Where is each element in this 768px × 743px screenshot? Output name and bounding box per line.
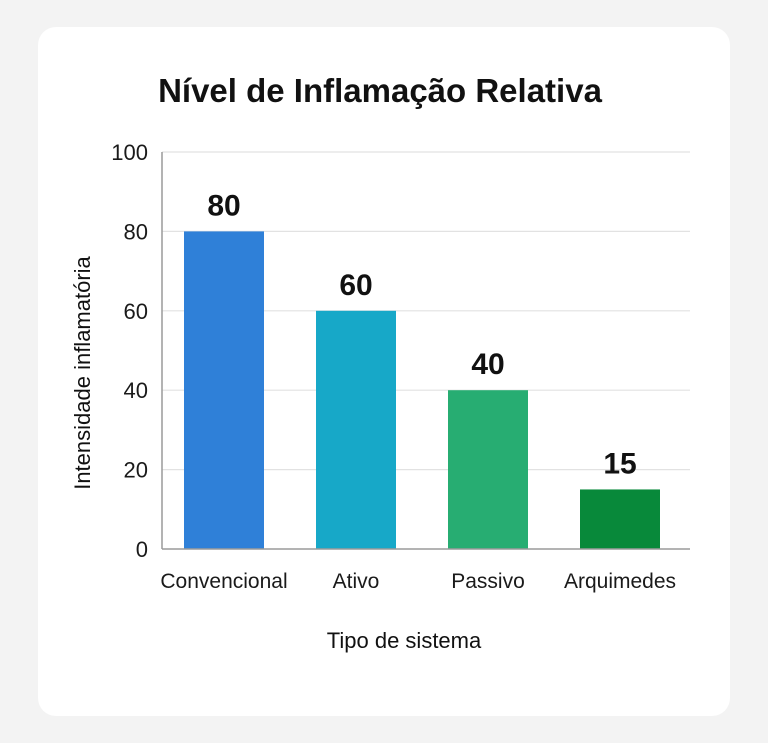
bar-ativo	[316, 310, 396, 549]
y-tick-label: 100	[111, 140, 148, 165]
y-tick-label: 20	[124, 458, 148, 483]
y-tick-label: 0	[136, 537, 148, 562]
x-axis-categories: Convencional Ativo Passivo Arquimedes	[160, 570, 676, 593]
x-category-label: Arquimedes	[564, 570, 676, 593]
value-label: 15	[603, 447, 636, 480]
y-tick-label: 80	[124, 219, 148, 244]
y-tick-label: 40	[124, 378, 148, 403]
value-label: 80	[207, 189, 240, 222]
chart-title: Nível de Inflamação Relativa	[158, 72, 603, 109]
x-category-label: Passivo	[451, 570, 525, 593]
bar-passivo	[448, 390, 528, 549]
x-axis-title: Tipo de sistema	[327, 628, 482, 653]
bar-arquimedes	[580, 489, 660, 549]
x-category-label: Convencional	[160, 570, 287, 593]
y-tick-label: 60	[124, 299, 148, 324]
value-label: 40	[471, 348, 504, 381]
value-label: 60	[339, 269, 372, 302]
x-category-label: Ativo	[333, 570, 380, 593]
y-axis-ticks: 0 20 40 60 80 100	[111, 140, 148, 562]
bar-convencional	[184, 231, 264, 549]
y-axis-title: Intensidade inflamatória	[70, 255, 95, 489]
bars	[184, 231, 660, 549]
value-labels: 80 60 40 15	[207, 189, 636, 480]
